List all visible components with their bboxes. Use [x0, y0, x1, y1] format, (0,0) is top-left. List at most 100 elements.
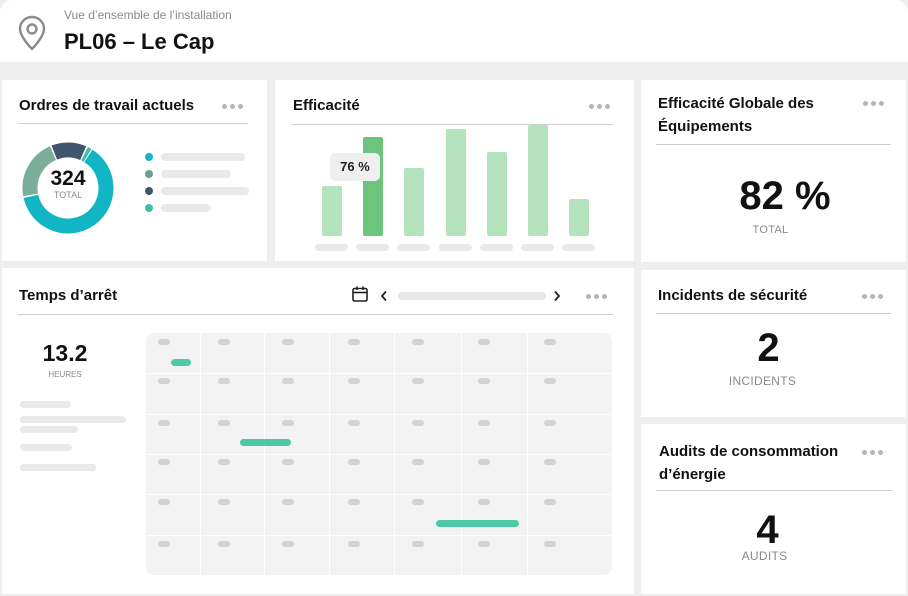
work-orders-card: Ordres de travail actuels 324 TOTAL	[2, 80, 267, 261]
grid-cell-placeholder	[478, 378, 490, 384]
legend-label-placeholder	[161, 204, 211, 212]
divider	[18, 314, 613, 315]
divider	[656, 144, 891, 145]
placeholder-line	[20, 416, 126, 423]
oee-title: Efficacité Globale des Équipements	[658, 95, 814, 135]
oee-value: 82 %	[739, 174, 831, 218]
energy-value: 4	[756, 508, 779, 552]
legend-dot	[145, 204, 153, 212]
divider	[292, 124, 613, 125]
more-options-icon[interactable]	[586, 294, 608, 300]
more-options-icon[interactable]	[863, 101, 885, 107]
grid-cell-placeholder	[282, 420, 294, 426]
grid-row-divider	[146, 535, 612, 536]
legend-label-placeholder	[161, 170, 231, 178]
energy-card: Audits de consommation d’énergie 4 AUDIT…	[641, 424, 906, 594]
placeholder-line	[20, 464, 96, 471]
grid-cell-placeholder	[544, 420, 556, 426]
donut-segment	[22, 142, 114, 234]
x-tick-label-placeholder	[438, 244, 472, 251]
page-header: Vue d’ensemble de l’installation PL06 – …	[0, 0, 908, 62]
efficiency-bar[interactable]	[528, 125, 548, 236]
grid-cell-placeholder	[544, 499, 556, 505]
grid-cell-placeholder	[412, 499, 424, 505]
efficiency-bar[interactable]	[569, 199, 590, 236]
energy-caption: AUDITS	[741, 549, 788, 563]
efficiency-bar[interactable]	[322, 186, 342, 236]
grid-cell-placeholder	[158, 339, 170, 345]
grid-cell-placeholder	[348, 339, 360, 345]
downtime-event-bar[interactable]	[240, 439, 291, 446]
grid-cell-placeholder	[544, 459, 556, 465]
placeholder-line	[20, 444, 72, 451]
grid-cell-placeholder	[218, 499, 230, 505]
x-tick-label-placeholder	[479, 244, 513, 251]
legend-label-placeholder	[161, 153, 245, 161]
grid-cell-placeholder	[348, 420, 360, 426]
grid-row-divider	[146, 373, 612, 374]
grid-cell-placeholder	[218, 541, 230, 547]
downtime-value: 13.2	[42, 340, 88, 366]
grid-cell-placeholder	[158, 420, 170, 426]
grid-cell-placeholder	[478, 541, 490, 547]
efficiency-tooltip: 76 %	[330, 153, 380, 181]
grid-cell-placeholder	[412, 541, 424, 547]
x-tick-label-placeholder	[356, 244, 390, 251]
chevron-left-icon[interactable]	[379, 290, 389, 302]
safety-value: 2	[757, 326, 780, 370]
oee-card: Efficacité Globale des Équipements 82 % …	[641, 80, 906, 262]
legend-dot	[145, 187, 153, 195]
grid-cell-placeholder	[412, 420, 424, 426]
safety-title: Incidents de sécurité	[658, 287, 808, 304]
legend-dot	[145, 170, 153, 178]
efficiency-bar[interactable]	[445, 129, 466, 236]
downtime-event-bar[interactable]	[171, 359, 191, 366]
divider	[656, 490, 892, 491]
more-options-icon[interactable]	[862, 450, 884, 456]
efficiency-bar[interactable]	[486, 152, 507, 236]
x-tick-label-placeholder	[521, 244, 554, 251]
x-tick-label-placeholder	[397, 244, 431, 251]
grid-cell-placeholder	[348, 459, 360, 465]
grid-row-divider	[146, 414, 612, 415]
work-orders-title: Ordres de travail actuels	[19, 97, 195, 114]
chevron-right-icon[interactable]	[552, 290, 562, 302]
calendar-icon[interactable]	[351, 285, 369, 303]
grid-cell-placeholder	[478, 420, 490, 426]
more-options-icon[interactable]	[222, 104, 244, 110]
location-pin-icon	[18, 15, 46, 51]
energy-title: Audits de consommation d’énergie	[659, 443, 839, 483]
grid-row-divider	[146, 494, 612, 495]
date-range-selector[interactable]	[398, 292, 546, 300]
donut-segment	[22, 142, 114, 234]
safety-card: Incidents de sécurité 2 INCIDENTS	[641, 270, 906, 417]
grid-cell-placeholder	[544, 339, 556, 345]
grid-cell-placeholder	[158, 378, 170, 384]
grid-cell-placeholder	[478, 459, 490, 465]
grid-cell-placeholder	[544, 378, 556, 384]
efficiency-bar[interactable]	[404, 168, 425, 236]
grid-cell-placeholder	[412, 339, 424, 345]
grid-cell-placeholder	[158, 459, 170, 465]
work-orders-donut-chart	[22, 142, 114, 234]
downtime-event-bar[interactable]	[436, 520, 519, 527]
x-tick-label-placeholder	[562, 244, 596, 251]
legend-dot	[145, 153, 153, 161]
grid-cell-placeholder	[158, 499, 170, 505]
grid-cell-placeholder	[478, 339, 490, 345]
downtime-title: Temps d’arrêt	[19, 287, 118, 304]
downtime-caption: HEURES	[48, 370, 82, 379]
grid-cell-placeholder	[282, 378, 294, 384]
efficiency-bar[interactable]	[363, 137, 384, 236]
more-options-icon[interactable]	[589, 104, 611, 110]
downtime-timeline-grid	[146, 333, 612, 575]
legend-label-placeholder	[161, 187, 249, 195]
divider	[656, 313, 891, 314]
grid-row-divider	[146, 454, 612, 455]
work-orders-total-label: TOTAL	[53, 190, 83, 200]
grid-cell-placeholder	[218, 339, 230, 345]
more-options-icon[interactable]	[862, 294, 884, 300]
oee-caption: TOTAL	[752, 224, 789, 236]
grid-cell-placeholder	[218, 459, 230, 465]
placeholder-line	[20, 426, 78, 433]
